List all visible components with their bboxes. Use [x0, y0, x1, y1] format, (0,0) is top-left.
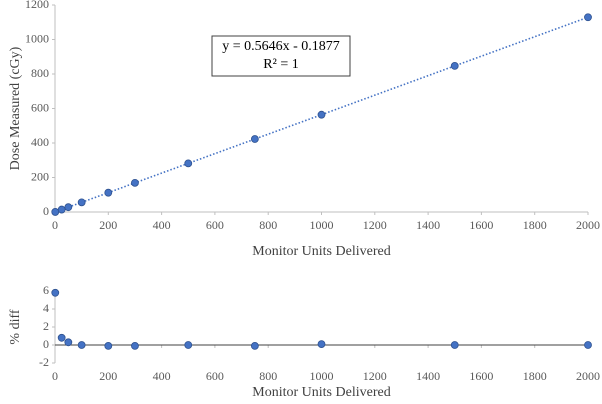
- data-point: [57, 333, 66, 342]
- x-tick-label: 2000: [576, 218, 600, 232]
- x-axis-label: Monitor Units Delivered: [252, 385, 390, 400]
- data-point: [104, 188, 113, 197]
- x-tick-label: 1800: [523, 218, 547, 232]
- x-tick-label: 1000: [310, 369, 334, 383]
- data-point: [184, 159, 193, 168]
- y-tick-label: 2: [43, 319, 49, 333]
- data-point: [584, 341, 592, 349]
- x-tick-label: 600: [206, 369, 224, 383]
- x-tick-label: 1000: [310, 218, 334, 232]
- y-tick-label: 0: [43, 204, 49, 218]
- data-point: [184, 341, 193, 349]
- annotation: y = 0.5646x - 0.1877: [222, 39, 340, 54]
- x-tick-label: 1600: [469, 369, 493, 383]
- y-tick-label: 600: [31, 100, 49, 114]
- y-axis-label: Dose Measured (cGy): [8, 46, 23, 170]
- x-tick-label: 200: [99, 218, 117, 232]
- x-tick-label: 400: [153, 369, 171, 383]
- x-tick-label: 1400: [416, 218, 440, 232]
- data-point: [64, 203, 73, 212]
- y-tick-label: 400: [31, 135, 49, 149]
- x-tick-label: 2000: [576, 369, 600, 383]
- data-point: [250, 135, 259, 143]
- y-tick-label: -2: [39, 355, 49, 369]
- annotation-box: [211, 35, 351, 77]
- y-tick-label: 1000: [25, 31, 49, 45]
- y-tick-label: 200: [31, 169, 49, 183]
- x-tick-label: 1600: [469, 218, 493, 232]
- x-tick-label: 600: [206, 218, 224, 232]
- annotation: R² = 1: [263, 57, 298, 72]
- data-point: [584, 13, 592, 22]
- data-point: [317, 110, 326, 119]
- y-tick-label: 4: [43, 301, 49, 315]
- data-point: [64, 338, 73, 347]
- x-axis-label: Monitor Units Delivered: [252, 244, 390, 259]
- y-tick-label: 0: [43, 337, 49, 351]
- x-tick-label: 400: [153, 218, 171, 232]
- data-point: [317, 340, 326, 349]
- data-point: [450, 61, 459, 70]
- y-axis-label: % diff: [8, 309, 23, 344]
- data-point: [250, 341, 259, 350]
- x-tick-label: 200: [99, 369, 117, 383]
- x-tick-label: 0: [52, 369, 58, 383]
- x-tick-label: 1200: [363, 369, 387, 383]
- data-point: [51, 208, 60, 216]
- y-tick-label: 6: [43, 283, 49, 297]
- data-point: [57, 205, 66, 214]
- data-point: [131, 178, 139, 187]
- y-tick-label: 800: [31, 66, 49, 80]
- y-tick-label: 1200: [25, 0, 49, 11]
- x-tick-label: 800: [259, 218, 277, 232]
- x-tick-label: 800: [259, 369, 277, 383]
- data-point: [51, 288, 60, 297]
- data-point: [104, 341, 113, 350]
- data-point: [77, 198, 86, 207]
- data-point: [450, 341, 459, 349]
- x-tick-label: 1400: [416, 369, 440, 383]
- x-tick-label: 1200: [363, 218, 387, 232]
- data-point: [77, 341, 86, 349]
- x-tick-label: 0: [52, 218, 58, 232]
- data-point: [131, 341, 139, 350]
- x-tick-label: 1800: [523, 369, 547, 383]
